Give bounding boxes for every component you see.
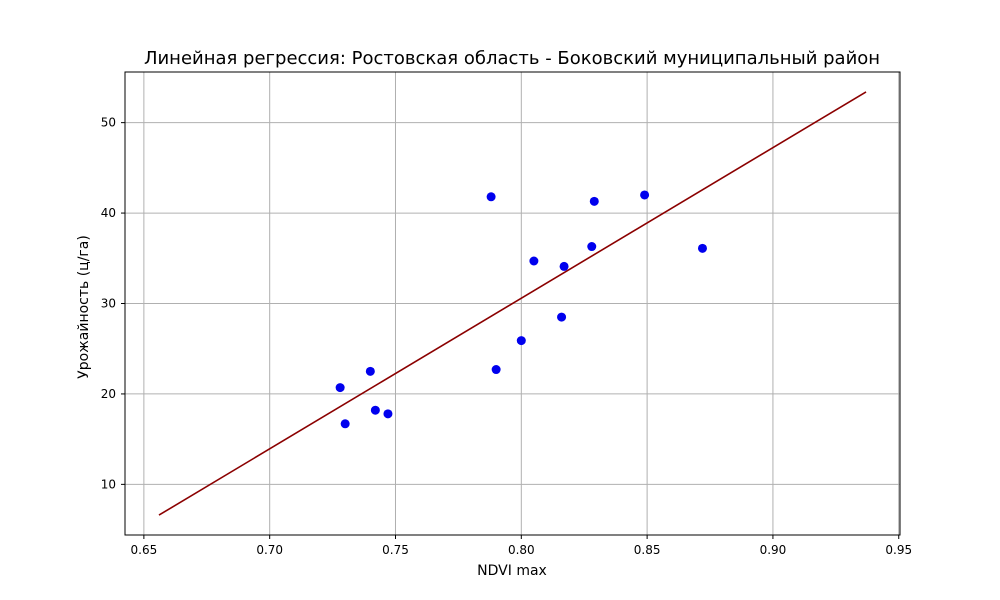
y-tick-label: 50 [101, 116, 116, 130]
data-point [557, 312, 567, 322]
y-tick-label: 10 [101, 477, 116, 491]
x-tick-label: 0.95 [885, 543, 912, 557]
x-axis-label: NDVI max [477, 563, 547, 579]
data-point [587, 242, 597, 252]
data-points [335, 190, 707, 429]
regression-line-group [158, 91, 867, 516]
chart-title: Линейная регрессия: Ростовская область -… [144, 48, 880, 69]
data-point [516, 336, 526, 346]
data-point [340, 419, 350, 429]
data-point [697, 243, 707, 253]
data-point [491, 365, 501, 375]
y-axis-label: Урожайность (ц/га) [76, 235, 92, 379]
data-point [529, 256, 539, 266]
data-point [589, 196, 599, 206]
x-tick-label: 0.90 [760, 543, 787, 557]
y-tick-label: 40 [101, 206, 116, 220]
axis-ticks: 0.65 0.70 0.75 0.80 0.85 0.90 0.95 10 20 30 40 50 [101, 116, 912, 557]
data-point [640, 190, 650, 200]
x-tick-label: 0.70 [256, 543, 283, 557]
data-point [383, 409, 393, 419]
y-tick-label: 30 [101, 297, 116, 311]
data-point [335, 383, 345, 393]
regression-line [158, 91, 867, 516]
x-tick-label: 0.65 [131, 543, 158, 557]
x-tick-label: 0.80 [508, 543, 535, 557]
grid [125, 72, 900, 535]
x-tick-label: 0.85 [634, 543, 661, 557]
y-tick-label: 20 [101, 387, 116, 401]
data-point [365, 366, 375, 376]
x-tick-label: 0.75 [382, 543, 409, 557]
data-point [370, 405, 380, 415]
data-point [486, 192, 496, 202]
data-point [559, 261, 569, 271]
